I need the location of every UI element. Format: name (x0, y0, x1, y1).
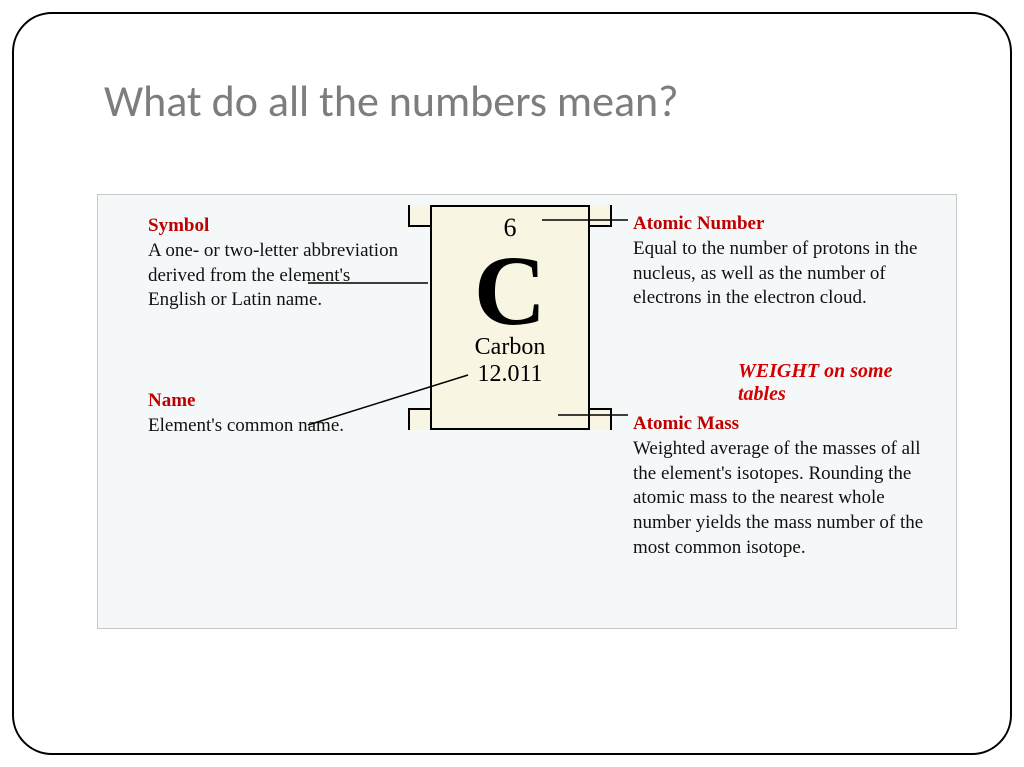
neighbor-hint-icon (408, 408, 430, 430)
label-atomic-number-title: Atomic Number (633, 213, 943, 235)
slide-title: What do all the numbers mean? (104, 74, 679, 128)
label-weight-note: WEIGHT on some tables (738, 360, 938, 406)
element-name: Carbon (432, 334, 588, 361)
element-cell-wrap: 6 C Carbon 12.011 (430, 205, 590, 440)
weight-note-text: WEIGHT on some tables (738, 360, 938, 406)
label-symbol-title: Symbol (148, 215, 403, 237)
element-symbol: C (432, 243, 588, 338)
label-symbol-text: A one- or two-letter abbreviation derive… (148, 239, 403, 313)
neighbor-hint-icon (590, 408, 612, 430)
slide-frame: What do all the numbers mean? 6 C Carbon… (12, 12, 1012, 755)
label-atomic-mass-title: Atomic Mass (633, 413, 943, 435)
label-atomic-mass: Atomic Mass Weighted average of the mass… (633, 413, 943, 560)
label-atomic-mass-text: Weighted average of the masses of all th… (633, 437, 943, 560)
label-name-text: Element's common name. (148, 414, 408, 439)
neighbor-hint-icon (408, 205, 430, 227)
label-atomic-number-text: Equal to the number of protons in the nu… (633, 237, 943, 311)
atomic-mass-value: 12.011 (432, 361, 588, 392)
label-atomic-number: Atomic Number Equal to the number of pro… (633, 213, 943, 311)
label-symbol: Symbol A one- or two-letter abbreviation… (148, 215, 403, 313)
element-cell: 6 C Carbon 12.011 (430, 205, 590, 430)
diagram-panel: 6 C Carbon 12.011 Symbol A one- or two-l… (97, 194, 957, 629)
label-name: Name Element's common name. (148, 390, 408, 439)
neighbor-hint-icon (590, 205, 612, 227)
label-name-title: Name (148, 390, 408, 412)
